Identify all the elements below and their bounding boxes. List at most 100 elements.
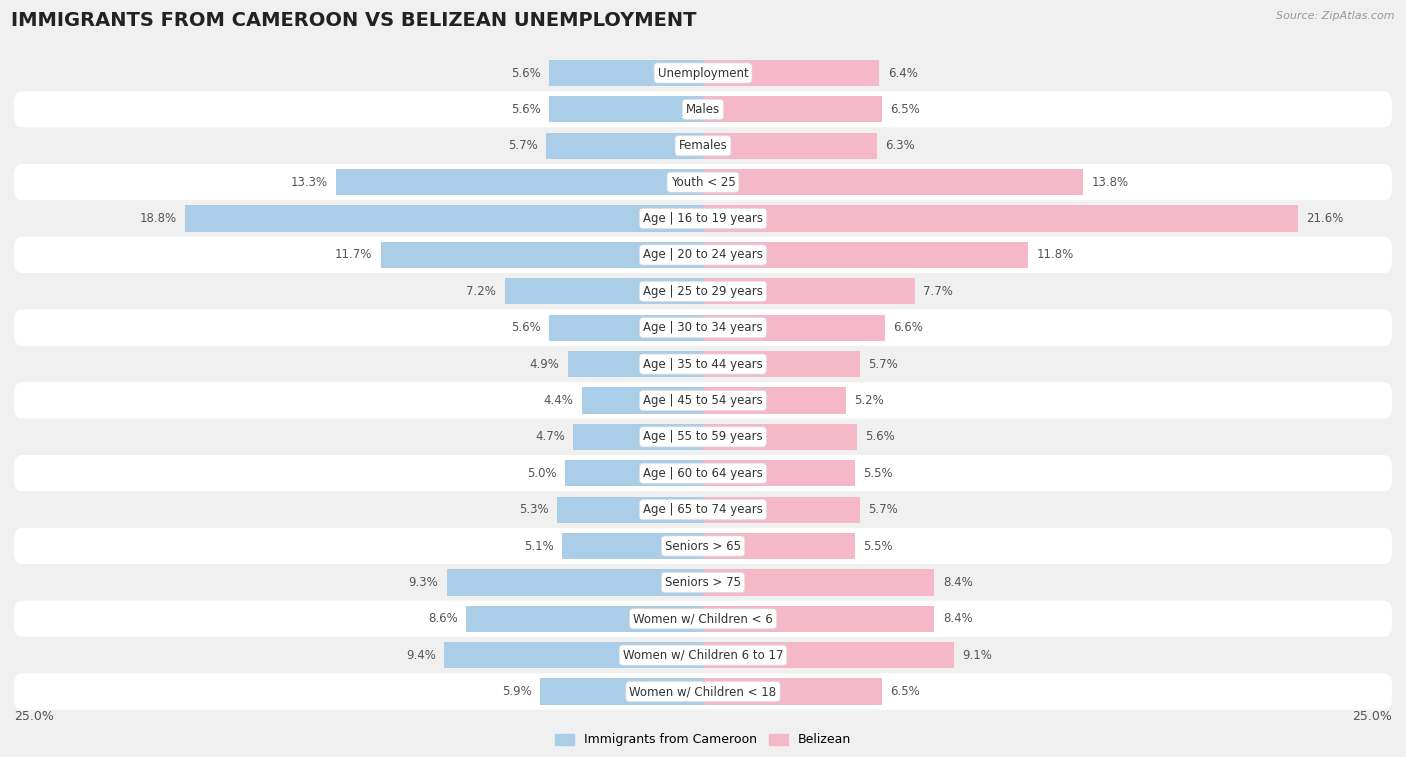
FancyBboxPatch shape <box>14 55 1392 91</box>
FancyBboxPatch shape <box>14 164 1392 201</box>
Text: 5.7%: 5.7% <box>869 357 898 371</box>
FancyBboxPatch shape <box>14 528 1392 564</box>
Text: Women w/ Children 6 to 17: Women w/ Children 6 to 17 <box>623 649 783 662</box>
FancyBboxPatch shape <box>14 128 1392 164</box>
Text: Females: Females <box>679 139 727 152</box>
Text: 5.5%: 5.5% <box>863 467 893 480</box>
Text: 21.6%: 21.6% <box>1306 212 1344 225</box>
Text: 9.4%: 9.4% <box>406 649 436 662</box>
Bar <box>703 279 915 304</box>
Bar <box>186 205 703 232</box>
Text: 5.6%: 5.6% <box>510 321 540 334</box>
Bar <box>703 642 953 668</box>
Bar <box>703 205 1298 232</box>
Text: 8.4%: 8.4% <box>943 612 973 625</box>
Bar <box>703 132 876 159</box>
Bar <box>557 497 703 523</box>
Text: 4.9%: 4.9% <box>530 357 560 371</box>
Text: Seniors > 75: Seniors > 75 <box>665 576 741 589</box>
Text: 13.3%: 13.3% <box>291 176 328 188</box>
FancyBboxPatch shape <box>14 674 1392 710</box>
Text: Youth < 25: Youth < 25 <box>671 176 735 188</box>
Text: 4.4%: 4.4% <box>544 394 574 407</box>
FancyBboxPatch shape <box>14 455 1392 491</box>
Text: 7.7%: 7.7% <box>924 285 953 298</box>
Text: 6.6%: 6.6% <box>893 321 922 334</box>
Text: Age | 55 to 59 years: Age | 55 to 59 years <box>643 431 763 444</box>
Text: 7.2%: 7.2% <box>467 285 496 298</box>
Bar <box>703 533 855 559</box>
Text: 25.0%: 25.0% <box>14 711 53 724</box>
Bar <box>548 60 703 86</box>
Text: 5.6%: 5.6% <box>510 67 540 79</box>
FancyBboxPatch shape <box>14 637 1392 674</box>
Bar <box>703 569 935 596</box>
Text: Age | 60 to 64 years: Age | 60 to 64 years <box>643 467 763 480</box>
Bar <box>703 351 860 377</box>
Text: 11.8%: 11.8% <box>1036 248 1074 261</box>
Bar <box>703 678 882 705</box>
Text: 6.5%: 6.5% <box>890 103 920 116</box>
Bar <box>336 169 703 195</box>
Bar <box>703 96 882 123</box>
Text: 5.1%: 5.1% <box>524 540 554 553</box>
Text: 11.7%: 11.7% <box>335 248 373 261</box>
FancyBboxPatch shape <box>14 346 1392 382</box>
Bar <box>568 351 703 377</box>
Text: 8.4%: 8.4% <box>943 576 973 589</box>
Bar <box>540 678 703 705</box>
Text: 4.7%: 4.7% <box>536 431 565 444</box>
Text: 5.7%: 5.7% <box>869 503 898 516</box>
Bar <box>703 424 858 450</box>
Text: IMMIGRANTS FROM CAMEROON VS BELIZEAN UNEMPLOYMENT: IMMIGRANTS FROM CAMEROON VS BELIZEAN UNE… <box>11 11 697 30</box>
Text: Unemployment: Unemployment <box>658 67 748 79</box>
Text: Seniors > 65: Seniors > 65 <box>665 540 741 553</box>
Bar <box>703 241 1028 268</box>
Text: 5.9%: 5.9% <box>502 685 531 698</box>
Text: 5.2%: 5.2% <box>855 394 884 407</box>
Bar <box>562 533 703 559</box>
Bar <box>505 279 703 304</box>
Text: 5.6%: 5.6% <box>510 103 540 116</box>
FancyBboxPatch shape <box>14 491 1392 528</box>
FancyBboxPatch shape <box>14 91 1392 128</box>
FancyBboxPatch shape <box>14 310 1392 346</box>
Text: 5.0%: 5.0% <box>527 467 557 480</box>
Text: 5.5%: 5.5% <box>863 540 893 553</box>
Bar <box>548 315 703 341</box>
Text: 18.8%: 18.8% <box>139 212 177 225</box>
Text: 9.1%: 9.1% <box>962 649 991 662</box>
Text: Source: ZipAtlas.com: Source: ZipAtlas.com <box>1277 11 1395 21</box>
Text: Age | 25 to 29 years: Age | 25 to 29 years <box>643 285 763 298</box>
Text: Women w/ Children < 6: Women w/ Children < 6 <box>633 612 773 625</box>
Text: Males: Males <box>686 103 720 116</box>
Text: 13.8%: 13.8% <box>1091 176 1129 188</box>
Bar <box>546 132 703 159</box>
Bar <box>703 497 860 523</box>
Legend: Immigrants from Cameroon, Belizean: Immigrants from Cameroon, Belizean <box>550 728 856 752</box>
Text: Age | 35 to 44 years: Age | 35 to 44 years <box>643 357 763 371</box>
Bar <box>465 606 703 632</box>
Text: 9.3%: 9.3% <box>409 576 439 589</box>
FancyBboxPatch shape <box>14 382 1392 419</box>
Bar <box>703 460 855 486</box>
FancyBboxPatch shape <box>14 419 1392 455</box>
Text: Age | 20 to 24 years: Age | 20 to 24 years <box>643 248 763 261</box>
Bar <box>565 460 703 486</box>
FancyBboxPatch shape <box>14 237 1392 273</box>
Bar <box>582 388 703 413</box>
Bar <box>703 388 846 413</box>
Bar <box>574 424 703 450</box>
Text: Age | 16 to 19 years: Age | 16 to 19 years <box>643 212 763 225</box>
Bar <box>447 569 703 596</box>
Bar <box>548 96 703 123</box>
Text: Women w/ Children < 18: Women w/ Children < 18 <box>630 685 776 698</box>
Text: 5.3%: 5.3% <box>519 503 548 516</box>
Text: 6.4%: 6.4% <box>887 67 918 79</box>
Bar <box>703 169 1083 195</box>
Text: 25.0%: 25.0% <box>1353 711 1392 724</box>
Text: Age | 65 to 74 years: Age | 65 to 74 years <box>643 503 763 516</box>
Text: Age | 45 to 54 years: Age | 45 to 54 years <box>643 394 763 407</box>
FancyBboxPatch shape <box>14 273 1392 310</box>
Bar <box>703 60 879 86</box>
